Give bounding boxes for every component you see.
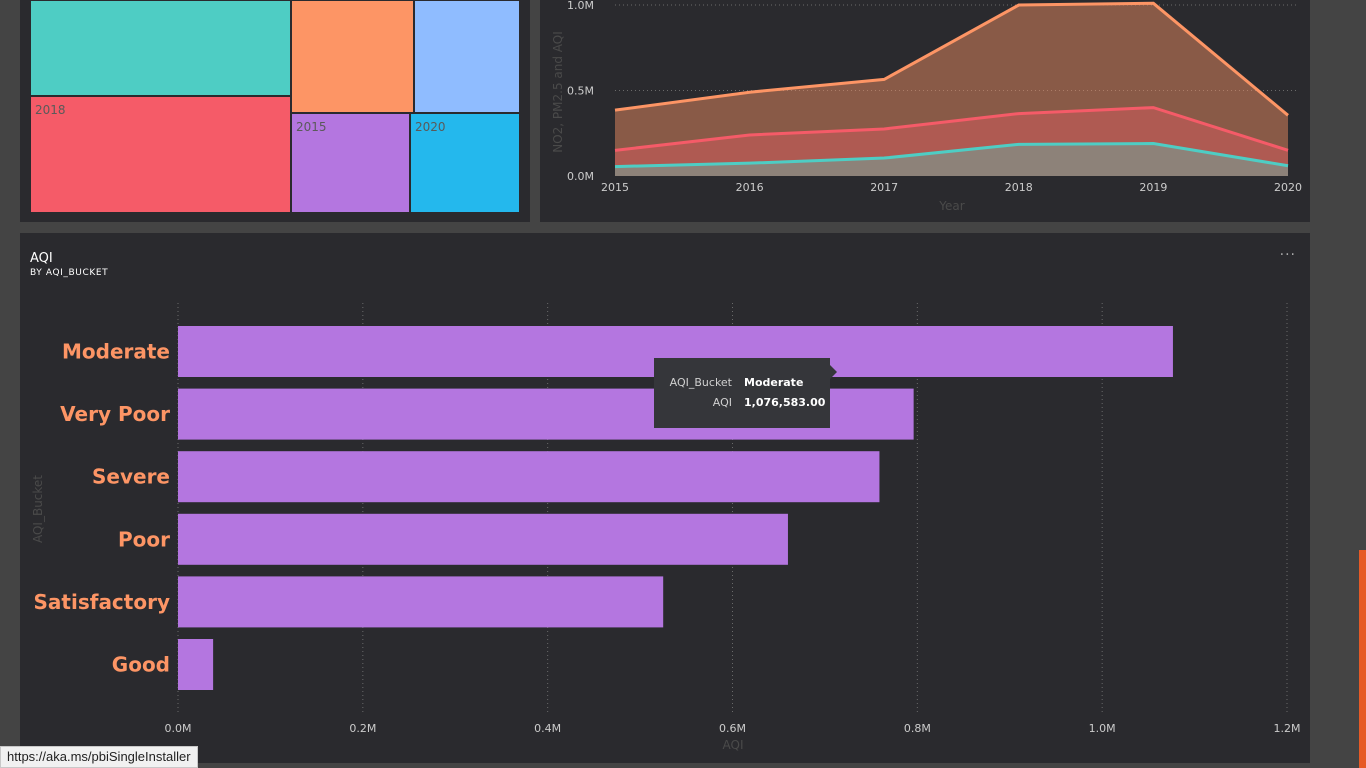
bar-x-tick-label: 0.6M xyxy=(719,722,746,735)
treemap-cell-lightblue[interactable] xyxy=(414,0,520,113)
treemap-cell-teal[interactable] xyxy=(30,0,291,96)
treemap-cell-2015[interactable]: 2015 xyxy=(291,113,410,213)
area-line-pm25 xyxy=(614,106,1289,152)
area-x-tick-label: 2016 xyxy=(736,181,764,194)
area-chart-x-axis-title: Year xyxy=(938,199,964,213)
treemap-cell-label: 2020 xyxy=(415,120,446,134)
treemap-cell-orange[interactable] xyxy=(291,0,414,113)
tooltip-bucket-value: Moderate xyxy=(744,376,804,389)
bar-good xyxy=(178,639,214,690)
treemap-cell-label: 2018 xyxy=(35,103,66,117)
bar-satisfactory xyxy=(178,576,664,628)
tooltip-aqi-value: 1,076,583.00 xyxy=(744,396,826,409)
bar-x-tick-label: 1.0M xyxy=(1089,722,1116,735)
bar-chart-x-ticks: 0.0M 0.2M 0.4M 0.6M 0.8M 1.0M 1.2M xyxy=(165,722,1301,735)
tooltip-arrow xyxy=(830,365,837,379)
area-chart-svg: 0.0M 0.5M 1.0M 2015 2016 2017 2018 2019 2020 Ye… xyxy=(551,0,1302,213)
area-x-tick-label: 2018 xyxy=(1005,181,1033,194)
bar-chart-category-labels: Moderate Very Poor Severe Poor Satisfactory G… xyxy=(34,340,171,677)
bar-x-tick-label: 0.0M xyxy=(165,722,192,735)
area-line-aqi xyxy=(614,1,1289,117)
bar-chart-visual[interactable]: AQI BY AQI_BUCKET ··· Moderate Very Poor S… xyxy=(20,233,1310,763)
area-chart-lines xyxy=(614,1,1289,169)
treemap-cell-2018[interactable]: 2018 xyxy=(30,96,291,213)
bar-x-tick-label: 1.2M xyxy=(1274,722,1301,735)
area-line-no2 xyxy=(614,142,1289,169)
bar-x-tick-label: 0.4M xyxy=(534,722,561,735)
bar-category-label: Severe xyxy=(92,465,170,489)
bar-category-label: Satisfactory xyxy=(34,590,170,614)
bar-tooltip: AQI_Bucket Moderate AQI 1,076,583.00 xyxy=(654,358,837,428)
bar-chart-svg: Moderate Very Poor Severe Poor Satisfactory G… xyxy=(31,303,1301,752)
bar-chart-y-axis-title: AQI_Bucket xyxy=(31,475,45,543)
area-y-tick-label: 0.5M xyxy=(567,85,594,98)
bar-category-label: Very Poor xyxy=(60,402,170,426)
bar-chart-title: AQI xyxy=(30,251,53,266)
treemap-visual[interactable]: 2018 2015 2020 xyxy=(20,0,530,222)
bar-chart-bars xyxy=(178,326,1173,690)
bar-category-label: Poor xyxy=(118,527,170,551)
bar-chart-x-axis-title: AQI xyxy=(723,738,744,752)
tooltip-bucket-key: AQI_Bucket xyxy=(669,376,732,389)
area-x-tick-label: 2017 xyxy=(870,181,898,194)
area-chart-y-ticks: 0.0M 0.5M 1.0M xyxy=(567,0,594,183)
area-x-tick-label: 2020 xyxy=(1274,181,1302,194)
bar-severe xyxy=(178,451,880,503)
more-options-icon[interactable]: ··· xyxy=(1279,247,1296,263)
area-fill-no2 xyxy=(615,143,1288,176)
bar-chart-subtitle: BY AQI_BUCKET xyxy=(30,268,109,278)
treemap-cell-2020[interactable]: 2020 xyxy=(410,113,520,213)
area-y-tick-label: 0.0M xyxy=(567,170,594,183)
area-fill-pm25 xyxy=(615,107,1288,176)
bar-poor xyxy=(178,513,788,565)
bar-x-tick-label: 0.8M xyxy=(904,722,931,735)
tooltip-aqi-key: AQI xyxy=(712,396,732,409)
scrollbar-accent[interactable] xyxy=(1359,550,1366,768)
status-url-bar: https://aka.ms/pbiSingleInstaller xyxy=(0,746,198,768)
area-x-tick-label: 2015 xyxy=(601,181,629,194)
area-chart-x-ticks: 2015 2016 2017 2018 2019 2020 xyxy=(601,181,1302,194)
area-chart-visual[interactable]: 0.0M 0.5M 1.0M 2015 2016 2017 2018 2019 2020 Ye… xyxy=(540,0,1310,222)
bar-category-label: Moderate xyxy=(62,340,170,364)
treemap-cell-label: 2015 xyxy=(296,120,327,134)
bar-x-tick-label: 0.2M xyxy=(349,722,376,735)
bar-category-label: Good xyxy=(112,653,170,677)
area-x-tick-label: 2019 xyxy=(1139,181,1167,194)
area-chart-y-axis-title: NO2, PM2.5 and AQI xyxy=(551,31,565,153)
area-y-tick-label: 1.0M xyxy=(567,0,594,12)
